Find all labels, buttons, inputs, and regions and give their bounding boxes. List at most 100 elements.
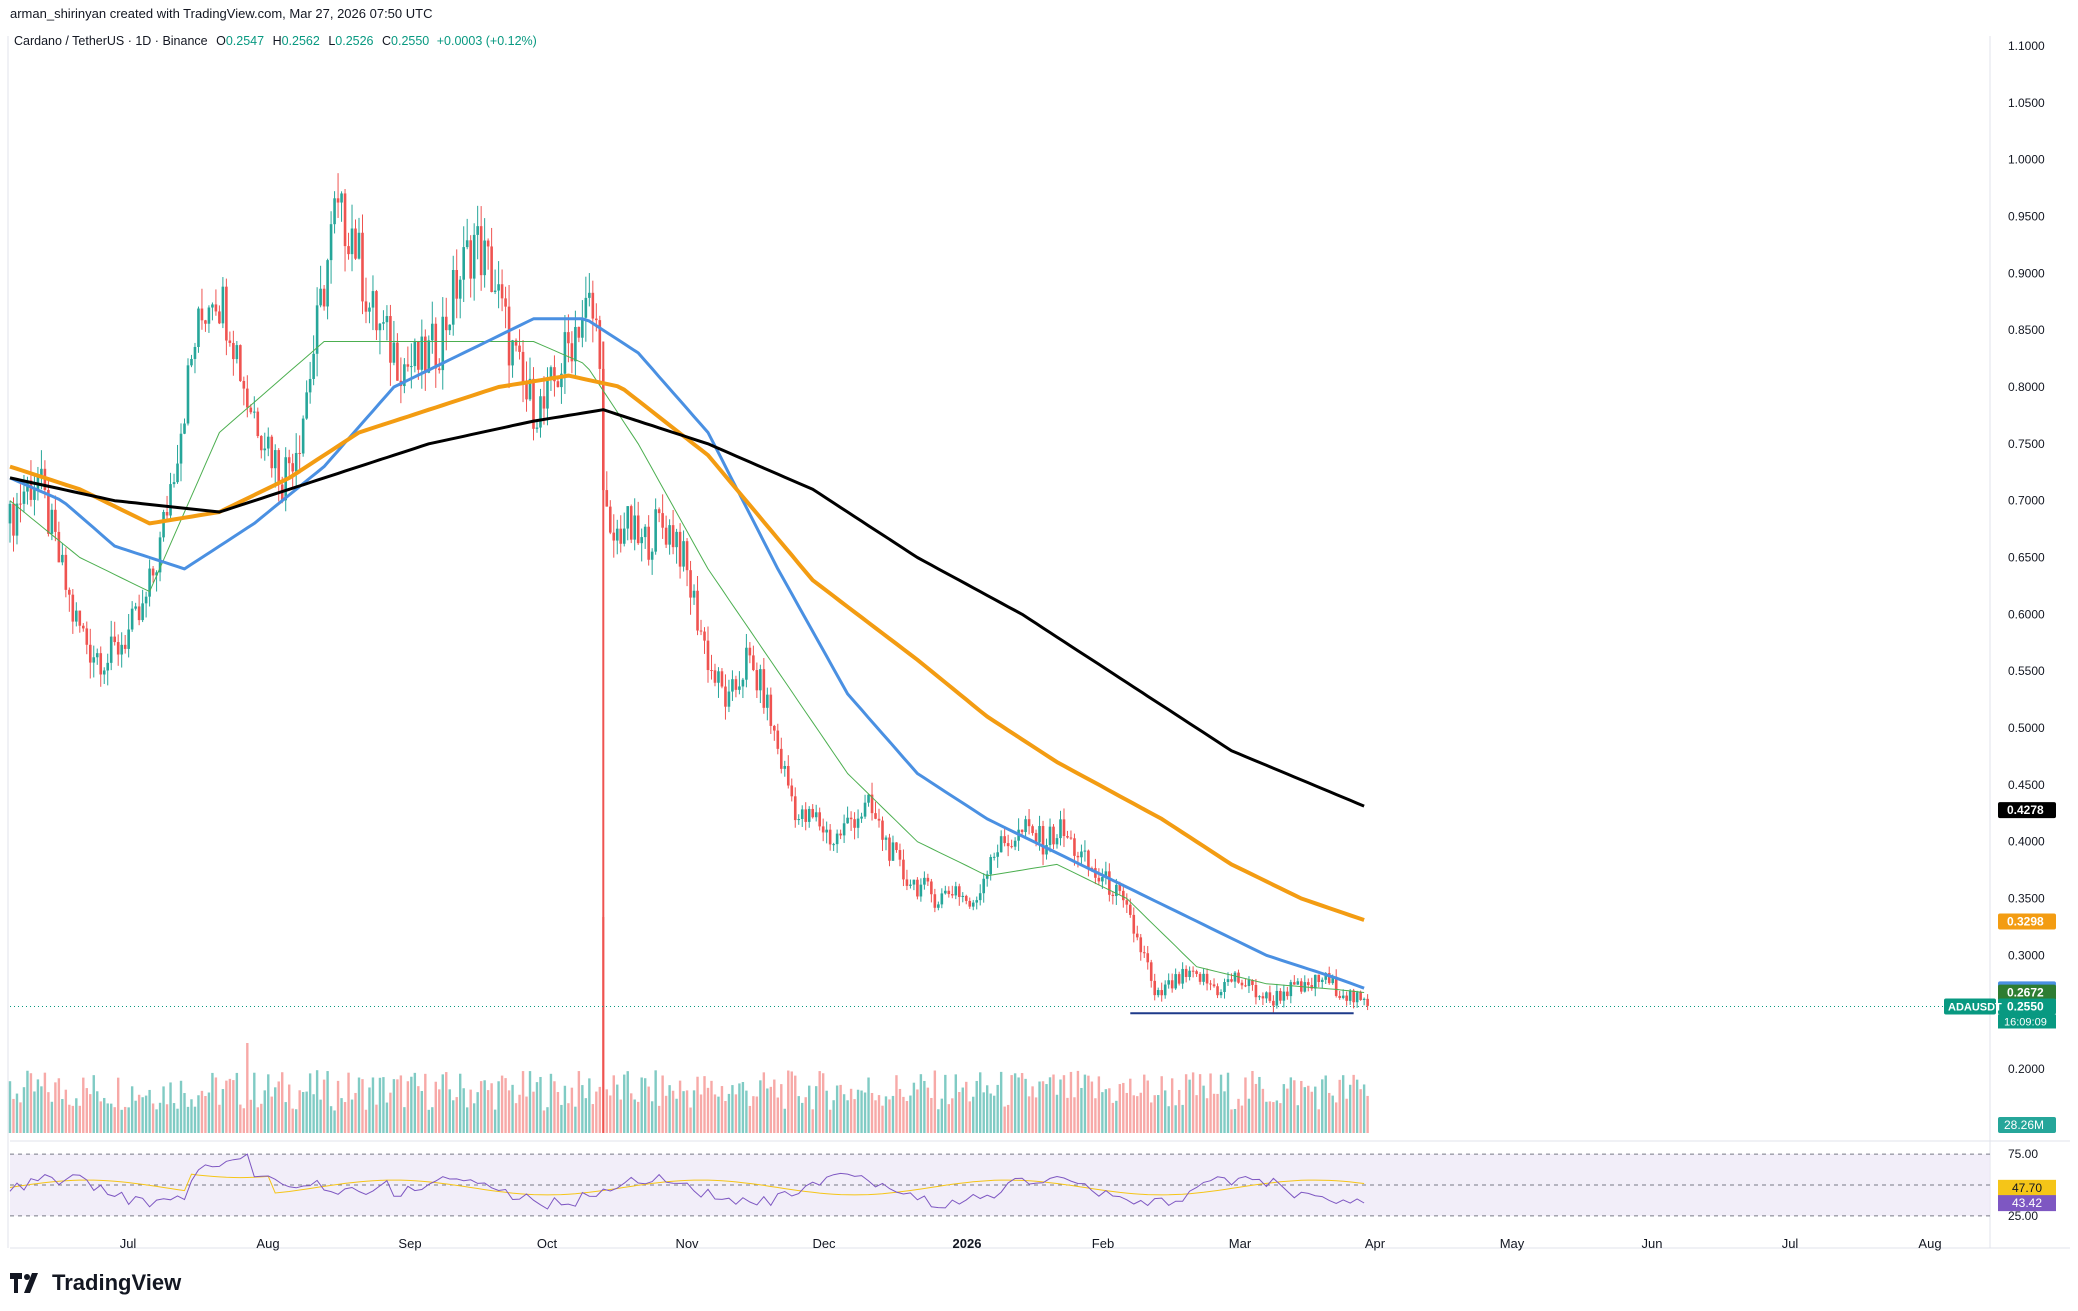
candle-body bbox=[437, 368, 441, 371]
volume-bar bbox=[647, 1086, 650, 1133]
volume-bar bbox=[616, 1084, 619, 1133]
volume-bar bbox=[588, 1078, 591, 1133]
volume-bar bbox=[19, 1102, 22, 1133]
volume-bar bbox=[699, 1094, 703, 1133]
volume-bar bbox=[769, 1086, 773, 1133]
candle-body bbox=[486, 240, 490, 247]
volume-bar bbox=[835, 1085, 839, 1133]
symbol-legend: Cardano / TetherUS · 1D · Binance O0.254… bbox=[14, 34, 537, 48]
volume-bar bbox=[560, 1104, 563, 1133]
volume-bar bbox=[1115, 1100, 1118, 1133]
candle-body bbox=[507, 306, 511, 366]
volume-bar bbox=[413, 1072, 417, 1133]
candle-body bbox=[553, 367, 556, 382]
volume-bar bbox=[1055, 1094, 1059, 1133]
candle-body bbox=[64, 554, 68, 590]
candle-body bbox=[253, 411, 256, 413]
candle-body bbox=[305, 392, 308, 419]
open-value: 0.2547 bbox=[225, 34, 265, 48]
candle-body bbox=[1334, 976, 1338, 996]
volume-bar bbox=[1216, 1093, 1219, 1133]
candle-body bbox=[821, 826, 825, 833]
volume-bar bbox=[870, 1092, 874, 1133]
volume-bar bbox=[518, 1094, 521, 1133]
candle-body bbox=[779, 748, 783, 769]
candle-body bbox=[350, 228, 354, 255]
volume-bar bbox=[281, 1072, 284, 1133]
volume-bar bbox=[605, 1089, 608, 1133]
volume-bar bbox=[1286, 1088, 1289, 1133]
candle-body bbox=[1163, 984, 1167, 996]
volume-bar bbox=[727, 1093, 731, 1133]
volume-bar bbox=[999, 1071, 1003, 1133]
symbol-name[interactable]: Cardano / TetherUS · 1D · Binance bbox=[14, 34, 208, 48]
volume-bar bbox=[1202, 1085, 1205, 1133]
low-label: L bbox=[328, 34, 336, 48]
high-label: H bbox=[272, 34, 282, 48]
volume-bar bbox=[609, 1095, 612, 1133]
candle-body bbox=[218, 311, 221, 324]
candle-body bbox=[741, 679, 745, 687]
rsi-line bbox=[9, 1153, 1365, 1210]
candle-body bbox=[1059, 819, 1062, 839]
candle-body bbox=[574, 326, 577, 362]
candle-body bbox=[682, 541, 685, 567]
volume-bar bbox=[61, 1099, 64, 1133]
candle-body bbox=[144, 596, 148, 604]
volume-bar bbox=[794, 1075, 797, 1133]
price-tick-12: 0.5000 bbox=[2008, 721, 2045, 735]
volume-bar bbox=[1195, 1095, 1198, 1133]
volume-bar bbox=[685, 1090, 689, 1133]
brand-logo[interactable]: TradingView bbox=[10, 1270, 181, 1296]
volume-bar bbox=[378, 1077, 382, 1133]
candle-body bbox=[1048, 826, 1052, 846]
volume-bar bbox=[165, 1104, 169, 1133]
volume-bar bbox=[36, 1079, 40, 1133]
volume-bar bbox=[1338, 1079, 1341, 1133]
candle-body bbox=[769, 694, 773, 726]
volume-bar bbox=[459, 1073, 462, 1133]
candle-body bbox=[546, 379, 549, 409]
volume-bar bbox=[274, 1087, 277, 1133]
volume-bar bbox=[933, 1070, 937, 1133]
volume-bar bbox=[731, 1085, 734, 1133]
candle-body bbox=[113, 636, 116, 643]
volume-bar bbox=[1275, 1100, 1279, 1133]
candle-body bbox=[605, 490, 609, 507]
volume-bar bbox=[678, 1080, 682, 1133]
candle-body bbox=[326, 260, 329, 307]
candle-body bbox=[1244, 985, 1247, 987]
candle-body bbox=[403, 364, 406, 387]
candle-body bbox=[50, 509, 54, 534]
volume-bar bbox=[1328, 1092, 1331, 1133]
volume-bar bbox=[130, 1086, 134, 1133]
candle-body bbox=[504, 298, 507, 307]
volume-bar bbox=[849, 1088, 853, 1133]
candle-body bbox=[1324, 973, 1328, 980]
volume-bar bbox=[650, 1101, 654, 1133]
volume-bar bbox=[396, 1079, 399, 1133]
candle-body bbox=[1080, 851, 1083, 858]
candle-body bbox=[689, 570, 692, 598]
volume-bar bbox=[504, 1078, 507, 1133]
candle-body bbox=[989, 857, 992, 875]
candle-body bbox=[214, 304, 218, 312]
volume-bar bbox=[256, 1107, 259, 1133]
candle-body bbox=[172, 482, 176, 485]
volume-bar bbox=[204, 1096, 207, 1133]
volume-bar bbox=[1170, 1078, 1174, 1133]
volume-bar bbox=[940, 1098, 944, 1133]
volume-bar bbox=[1041, 1081, 1045, 1133]
candle-body bbox=[563, 332, 567, 374]
candle-body bbox=[221, 286, 225, 324]
candle-body bbox=[776, 730, 780, 749]
volume-bar bbox=[364, 1109, 368, 1133]
volume-bar bbox=[340, 1098, 343, 1133]
candle-body bbox=[57, 531, 61, 563]
volume-bar bbox=[1335, 1102, 1338, 1133]
volume-bar bbox=[1317, 1109, 1320, 1133]
candle-body bbox=[975, 900, 979, 903]
volume-bar bbox=[71, 1105, 75, 1133]
candle-body bbox=[511, 340, 514, 366]
